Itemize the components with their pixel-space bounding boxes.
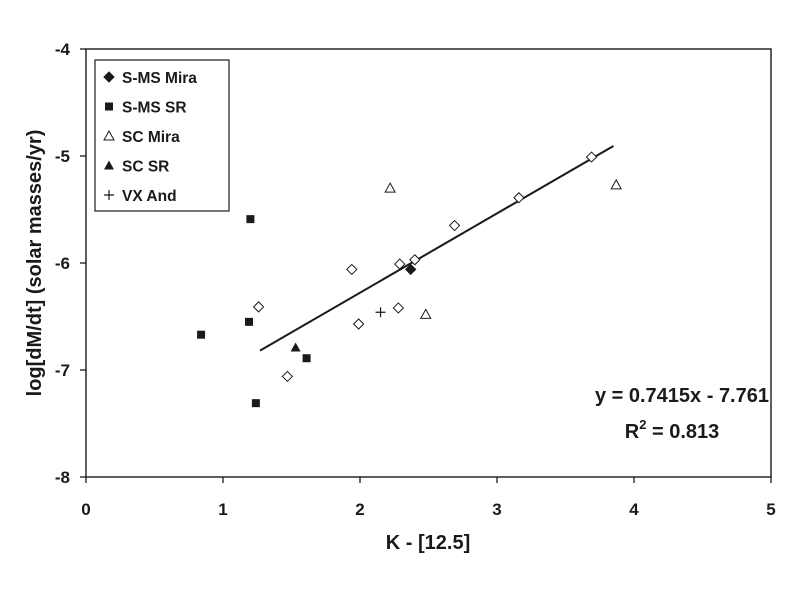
data-point — [384, 182, 396, 193]
legend-label: S-MS SR — [122, 100, 187, 117]
data-point — [245, 317, 254, 326]
data-point — [290, 342, 301, 352]
x-tick-label: 5 — [766, 500, 775, 519]
x-tick-label: 2 — [355, 500, 364, 519]
data-point — [346, 263, 358, 276]
legend-marker — [103, 129, 115, 141]
data-point — [281, 370, 294, 383]
data-point — [251, 399, 260, 408]
legend: S-MS Mira S-MS SR SC Mira SC SR VX And — [94, 59, 230, 212]
data-point — [419, 308, 432, 319]
y-tick-label: -5 — [55, 147, 70, 166]
r-squared-superscript: 2 — [639, 417, 646, 432]
data-point — [252, 301, 265, 313]
x-tick-label: 1 — [218, 500, 227, 519]
trendline — [259, 145, 614, 352]
data-point — [302, 354, 311, 363]
legend-marker — [103, 71, 115, 83]
x-tick-label: 3 — [492, 500, 501, 519]
data-point — [197, 330, 206, 339]
y-axis-title: log[dM/dt] (solar masses/yr) — [24, 130, 46, 397]
legend-box — [94, 59, 230, 212]
data-point — [352, 318, 365, 330]
r-squared-label: R2 = 0.813 — [625, 417, 720, 443]
x-axis-title: K - [12.5] — [386, 532, 470, 554]
regression-equation: y = 0.7415x - 7.761 — [595, 385, 769, 407]
legend-marker — [105, 102, 113, 111]
legend-label: SC SR — [122, 159, 169, 176]
legend-label: SC Mira — [122, 129, 180, 146]
legend-marker — [104, 160, 114, 170]
data-point — [585, 151, 598, 163]
x-tick-label: 0 — [81, 500, 90, 519]
legend-label: S-MS Mira — [122, 70, 197, 87]
data-point — [409, 254, 421, 266]
data-point — [448, 219, 461, 232]
legend-marker — [104, 190, 114, 200]
data-point — [392, 302, 405, 314]
y-tick-label: -7 — [55, 361, 70, 380]
y-tick-label: -4 — [55, 40, 71, 59]
data-point — [610, 178, 623, 190]
data-point — [404, 263, 417, 276]
y-tick-label: -8 — [55, 468, 70, 487]
x-tick-label: 4 — [629, 500, 639, 519]
y-tick-label: -6 — [55, 254, 70, 273]
data-point — [394, 258, 406, 270]
data-point — [375, 307, 386, 318]
legend-label: VX And — [122, 188, 177, 205]
data-point — [246, 215, 255, 224]
data-point — [513, 192, 525, 204]
